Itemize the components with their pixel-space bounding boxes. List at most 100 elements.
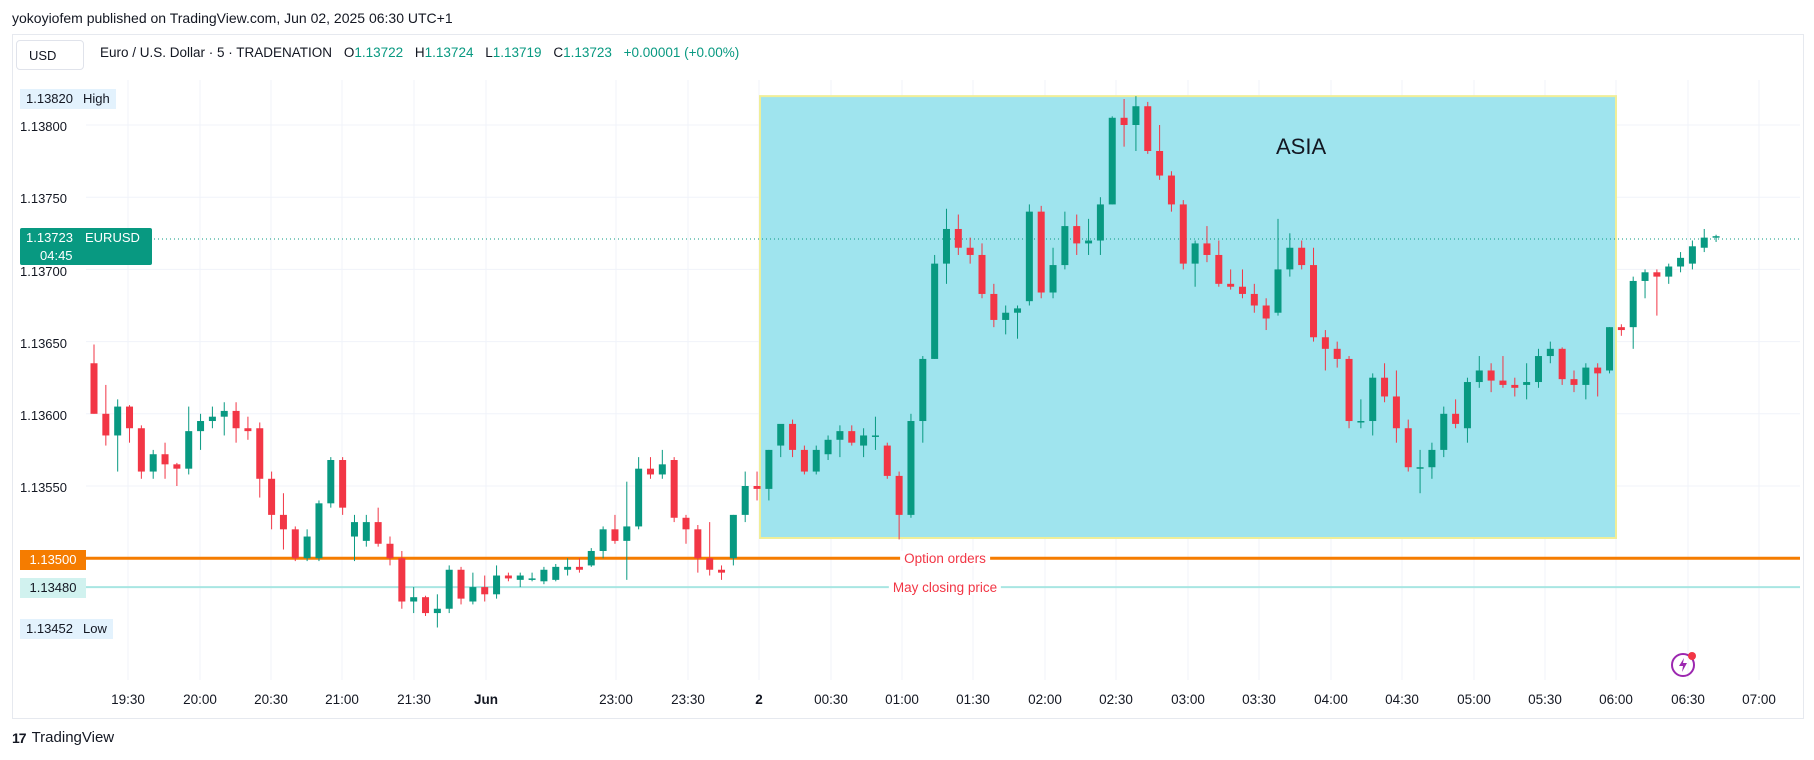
- candle-down[interactable]: [1570, 379, 1578, 385]
- candle-up[interactable]: [741, 486, 749, 515]
- candle-down[interactable]: [268, 478, 276, 515]
- candle-down[interactable]: [706, 558, 714, 570]
- candle-up[interactable]: [919, 358, 927, 422]
- candle-up[interactable]: [860, 435, 868, 446]
- candle-up[interactable]: [1108, 117, 1116, 205]
- candle-up[interactable]: [433, 608, 441, 614]
- candle-down[interactable]: [1156, 150, 1164, 176]
- candle-down[interactable]: [386, 543, 394, 559]
- candle-up[interactable]: [907, 421, 915, 515]
- candle-up[interactable]: [1357, 421, 1365, 423]
- candle-down[interactable]: [1404, 428, 1412, 468]
- candle-down[interactable]: [670, 460, 678, 518]
- candle-up[interactable]: [765, 449, 773, 489]
- candle-up[interactable]: [197, 421, 205, 432]
- candle-up[interactable]: [1274, 269, 1282, 313]
- candle-up[interactable]: [552, 566, 560, 580]
- candle-down[interactable]: [1333, 348, 1341, 359]
- candle-down[interactable]: [575, 566, 583, 570]
- candle-down[interactable]: [1167, 175, 1175, 205]
- candle-down[interactable]: [1262, 305, 1270, 319]
- candle-down[interactable]: [1511, 384, 1519, 388]
- candle-up[interactable]: [1475, 370, 1483, 383]
- candle-down[interactable]: [895, 475, 903, 515]
- candle-down[interactable]: [1487, 370, 1495, 381]
- candle-up[interactable]: [540, 569, 548, 582]
- lightning-icon[interactable]: [1670, 650, 1698, 678]
- candle-down[interactable]: [789, 423, 797, 450]
- candle-up[interactable]: [871, 435, 879, 437]
- candle-up[interactable]: [315, 503, 323, 559]
- candle-up[interactable]: [528, 578, 536, 580]
- candle-down[interactable]: [718, 569, 726, 573]
- candle-up[interactable]: [836, 431, 844, 440]
- candle-down[interactable]: [848, 431, 856, 443]
- candle-down[interactable]: [256, 428, 264, 479]
- candle-down[interactable]: [1073, 226, 1081, 244]
- candle-down[interactable]: [611, 529, 619, 541]
- candle-down[interactable]: [1298, 247, 1306, 266]
- candle-up[interactable]: [1688, 246, 1696, 264]
- candle-up[interactable]: [220, 410, 228, 417]
- candle-down[interactable]: [1227, 283, 1235, 287]
- candle-up[interactable]: [410, 597, 418, 602]
- candle-down[interactable]: [1653, 272, 1661, 277]
- candle-up[interactable]: [1463, 382, 1471, 429]
- footer-brand[interactable]: TradingView: [31, 729, 115, 746]
- candle-up[interactable]: [1416, 467, 1424, 469]
- candle-down[interactable]: [1238, 286, 1246, 294]
- candle-up[interactable]: [587, 550, 595, 566]
- candle-up[interactable]: [1582, 367, 1590, 385]
- candle-up[interactable]: [1191, 243, 1199, 264]
- candle-up[interactable]: [1085, 240, 1093, 244]
- candle-up[interactable]: [1025, 211, 1033, 302]
- candle-up[interactable]: [208, 416, 216, 422]
- candle-down[interactable]: [753, 486, 761, 489]
- asia-session-box[interactable]: [759, 95, 1617, 539]
- candle-up[interactable]: [623, 526, 631, 541]
- candle-down[interactable]: [1381, 377, 1389, 397]
- candle-down[interactable]: [90, 363, 98, 414]
- candle-up[interactable]: [149, 454, 157, 472]
- currency-button[interactable]: USD: [16, 40, 84, 70]
- candle-up[interactable]: [1712, 236, 1720, 238]
- candle-up[interactable]: [564, 566, 572, 570]
- candle-down[interactable]: [398, 558, 406, 602]
- candle-up[interactable]: [445, 569, 453, 609]
- candle-down[interactable]: [481, 587, 489, 595]
- candle-up[interactable]: [1132, 106, 1140, 125]
- candle-down[interactable]: [232, 410, 240, 429]
- candle-down[interactable]: [966, 247, 974, 255]
- candle-down[interactable]: [978, 254, 986, 294]
- candle-down[interactable]: [102, 413, 110, 436]
- candle-up[interactable]: [1606, 327, 1614, 371]
- candle-up[interactable]: [777, 423, 785, 446]
- candle-up[interactable]: [931, 263, 939, 359]
- candle-up[interactable]: [1534, 356, 1542, 383]
- candle-up[interactable]: [1014, 308, 1022, 313]
- candle-down[interactable]: [339, 460, 347, 508]
- candle-down[interactable]: [1144, 106, 1152, 151]
- candle-up[interactable]: [1440, 413, 1448, 450]
- candle-down[interactable]: [457, 569, 465, 599]
- candle-down[interactable]: [161, 454, 169, 465]
- candle-up[interactable]: [1523, 382, 1531, 385]
- candle-down[interactable]: [1250, 293, 1258, 306]
- symbol-label[interactable]: Euro / U.S. Dollar · 5 · TRADENATION: [100, 45, 333, 60]
- candle-down[interactable]: [1392, 396, 1400, 429]
- candle-down[interactable]: [990, 293, 998, 320]
- candle-up[interactable]: [812, 449, 820, 472]
- candle-up[interactable]: [1546, 348, 1554, 357]
- candle-up[interactable]: [1700, 237, 1708, 248]
- candle-down[interactable]: [1310, 265, 1318, 338]
- candle-up[interactable]: [1369, 377, 1377, 422]
- candle-down[interactable]: [1499, 380, 1507, 385]
- candle-down[interactable]: [1594, 367, 1602, 374]
- candle-up[interactable]: [327, 460, 335, 504]
- candle-up[interactable]: [1629, 280, 1637, 328]
- candle-down[interactable]: [1037, 211, 1045, 293]
- candle-up[interactable]: [1665, 266, 1673, 277]
- candle-down[interactable]: [1203, 243, 1211, 255]
- candle-down[interactable]: [646, 468, 654, 475]
